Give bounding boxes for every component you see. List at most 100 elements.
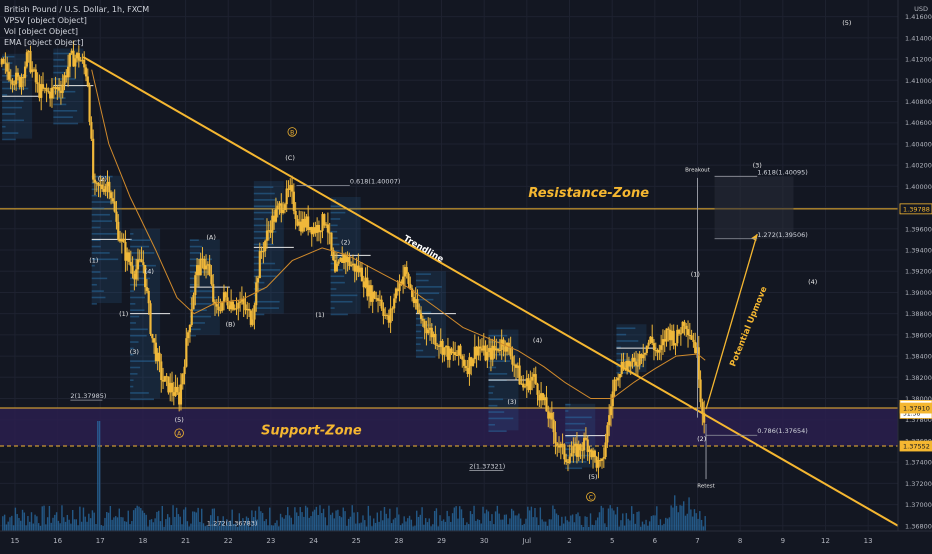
candle-body bbox=[264, 240, 267, 252]
volume-bar bbox=[417, 516, 420, 531]
candle-body bbox=[355, 265, 358, 272]
candle-body bbox=[457, 345, 460, 356]
wave-label: (4) bbox=[808, 278, 817, 286]
volume-bar bbox=[575, 514, 577, 531]
volume-bar bbox=[66, 514, 69, 531]
candle-body bbox=[228, 305, 231, 310]
volume-bar bbox=[494, 511, 497, 531]
candle-body bbox=[149, 303, 152, 334]
volume-profile-row bbox=[189, 252, 202, 254]
price-tick-label: 1.40200 bbox=[905, 162, 932, 170]
volume-profile-row bbox=[189, 315, 212, 318]
candle-body bbox=[208, 264, 211, 275]
volume-bar bbox=[704, 516, 706, 531]
volume-bar bbox=[161, 505, 163, 531]
price-tick-label: 1.37200 bbox=[905, 480, 932, 488]
candle-body bbox=[77, 53, 80, 61]
volume-profile-row bbox=[488, 366, 497, 369]
candle-body bbox=[335, 263, 338, 272]
volume-profile-row bbox=[488, 392, 494, 394]
candle-body bbox=[2, 58, 5, 63]
indicator-volume: Vol [object Object] bbox=[4, 27, 79, 36]
candle-body bbox=[167, 376, 170, 393]
candle-body bbox=[661, 339, 665, 346]
volume-bar bbox=[462, 517, 465, 531]
candle-body bbox=[13, 84, 16, 86]
candle-body bbox=[489, 348, 493, 360]
volume-bar bbox=[528, 510, 531, 531]
candle-body bbox=[577, 444, 580, 457]
candle-body bbox=[498, 350, 501, 352]
volume-profile-row bbox=[565, 403, 571, 406]
candle-body bbox=[242, 298, 245, 305]
volume-bar bbox=[335, 510, 337, 531]
time-tick-label: 18 bbox=[138, 537, 147, 545]
volume-profile-row bbox=[253, 199, 277, 201]
ema-line bbox=[91, 69, 706, 399]
candle-body bbox=[514, 364, 518, 368]
volume-bar bbox=[380, 510, 382, 531]
candle-body bbox=[525, 378, 528, 387]
candle-body bbox=[617, 377, 620, 381]
time-tick-label: 7 bbox=[695, 537, 699, 545]
candle-body bbox=[93, 179, 97, 183]
volume-bar bbox=[699, 511, 701, 531]
volume-bar bbox=[295, 512, 298, 531]
volume-profile-row bbox=[330, 275, 345, 278]
candle-body bbox=[56, 87, 59, 90]
volume-bar bbox=[340, 517, 343, 531]
volume-profile-row bbox=[91, 283, 97, 286]
candle-body bbox=[0, 58, 3, 65]
volume-profile-row bbox=[91, 264, 95, 267]
volume-profile-row bbox=[130, 271, 150, 273]
volume-bar bbox=[645, 519, 647, 531]
price-tag bbox=[899, 402, 932, 414]
volume-bar bbox=[7, 521, 9, 531]
volume-bar bbox=[390, 523, 393, 531]
volume-bar bbox=[466, 522, 468, 531]
volume-bar bbox=[297, 516, 300, 531]
volume-bar bbox=[659, 519, 662, 531]
candle-body bbox=[247, 308, 251, 311]
volume-bar bbox=[304, 505, 307, 531]
volume-profile-row bbox=[330, 288, 337, 290]
volume-profile-row bbox=[130, 353, 134, 356]
currency-label: USD bbox=[914, 5, 928, 13]
candle-body bbox=[188, 325, 192, 333]
volume-bar bbox=[460, 509, 463, 531]
volume-bar bbox=[394, 517, 396, 531]
volume-bar bbox=[55, 512, 58, 531]
wave-label: (B) bbox=[226, 320, 236, 328]
volume-bar bbox=[467, 524, 470, 531]
price-tag-label: 1.37910 bbox=[903, 405, 930, 413]
volume-bar bbox=[61, 505, 63, 531]
volume-bar bbox=[523, 523, 525, 531]
volume-bar bbox=[579, 516, 581, 531]
volume-bar bbox=[233, 523, 235, 531]
volume-profile-row bbox=[189, 290, 215, 292]
volume-profile-row bbox=[2, 100, 24, 103]
volume-bar bbox=[263, 521, 266, 531]
volume-profile-row bbox=[415, 349, 424, 352]
volume-bar bbox=[507, 524, 509, 531]
candle-body bbox=[418, 309, 421, 313]
wave-label: (5) bbox=[588, 473, 597, 481]
candle-body bbox=[262, 251, 265, 253]
volume-bar bbox=[459, 506, 461, 531]
candle-body bbox=[43, 87, 46, 89]
candle-body bbox=[441, 340, 444, 355]
candle-body bbox=[396, 288, 399, 292]
volume-profile-row bbox=[91, 194, 97, 197]
time-tick-label: 15 bbox=[10, 537, 19, 545]
volume-bar bbox=[516, 515, 518, 531]
candle-body bbox=[604, 442, 607, 457]
volume-bar bbox=[310, 516, 312, 531]
volume-bar bbox=[68, 519, 70, 531]
candle-body bbox=[669, 329, 672, 341]
volume-bar bbox=[355, 523, 357, 531]
candle-body bbox=[590, 449, 593, 458]
volume-profile-row bbox=[2, 138, 16, 141]
price-axis-bg bbox=[898, 0, 932, 550]
